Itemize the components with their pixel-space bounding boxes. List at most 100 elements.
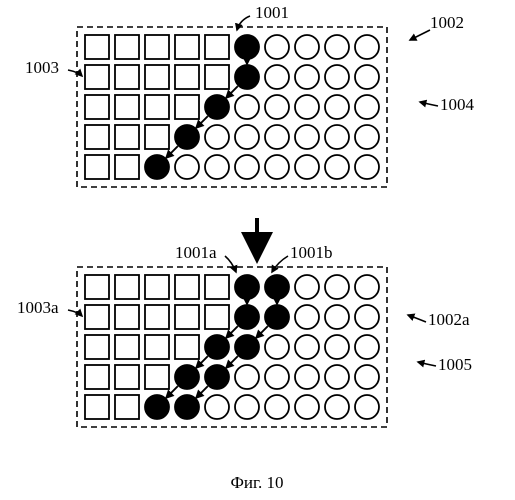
grid-square xyxy=(115,395,139,419)
label-1005: 1005 xyxy=(438,355,472,374)
grid-square xyxy=(175,275,199,299)
grid-circle-open xyxy=(265,95,289,119)
figure-caption: Фиг. 10 xyxy=(230,473,283,492)
grid-circle-open xyxy=(235,155,259,179)
grid-square xyxy=(145,365,169,389)
grid-square xyxy=(205,305,229,329)
grid-square xyxy=(115,155,139,179)
label-1001: 1001 xyxy=(255,3,289,22)
grid-circle-open xyxy=(235,365,259,389)
grid-circle-open xyxy=(295,35,319,59)
grid-square xyxy=(175,65,199,89)
grid-circle-open xyxy=(325,395,349,419)
grid-square xyxy=(145,335,169,359)
grid-circle-open xyxy=(355,335,379,359)
grid-circle-open xyxy=(265,35,289,59)
grid-circle-open xyxy=(355,125,379,149)
label-1004: 1004 xyxy=(440,95,475,114)
label-1001b: 1001b xyxy=(290,243,333,262)
grid-circle-open xyxy=(205,155,229,179)
grid-circle-open xyxy=(325,65,349,89)
grid-circle-open xyxy=(355,305,379,329)
grid-circle-open xyxy=(265,125,289,149)
grid-circle-open xyxy=(325,125,349,149)
grid-circle-open xyxy=(205,125,229,149)
grid-square xyxy=(115,35,139,59)
grid-square xyxy=(205,275,229,299)
grid-circle-open xyxy=(325,365,349,389)
grid-circle-open xyxy=(295,275,319,299)
grid-circle-filled xyxy=(235,305,259,329)
label-1003a: 1003a xyxy=(17,298,59,317)
grid-square xyxy=(205,35,229,59)
grid-square xyxy=(175,95,199,119)
grid-square xyxy=(145,275,169,299)
grid-circle-open xyxy=(295,395,319,419)
grid-circle-open xyxy=(325,275,349,299)
grid-circle-filled xyxy=(175,395,199,419)
grid-circle-filled xyxy=(175,365,199,389)
grid-circle-open xyxy=(295,155,319,179)
flow-arrow xyxy=(256,326,268,338)
grid-circle-filled xyxy=(235,65,259,89)
grid-square xyxy=(145,125,169,149)
grid-square xyxy=(85,65,109,89)
grid-square xyxy=(145,95,169,119)
grid-square xyxy=(115,125,139,149)
grid-circle-open xyxy=(265,365,289,389)
grid-circle-open xyxy=(325,155,349,179)
grid-square xyxy=(85,35,109,59)
top-panel xyxy=(77,27,387,187)
grid-circle-open xyxy=(325,35,349,59)
grid-square xyxy=(85,395,109,419)
grid-circle-open xyxy=(235,125,259,149)
grid-square xyxy=(115,335,139,359)
grid-square xyxy=(85,365,109,389)
grid-square xyxy=(85,305,109,329)
label-1003: 1003 xyxy=(25,58,59,77)
grid-square xyxy=(145,305,169,329)
grid-circle-open xyxy=(295,335,319,359)
grid-square xyxy=(85,155,109,179)
grid-circle-open xyxy=(265,335,289,359)
grid-circle-open xyxy=(355,365,379,389)
figure-diagram: 1001 1002 1003 1004 1001a 1001b 1003a 10… xyxy=(0,0,515,500)
label-1002a: 1002a xyxy=(428,310,470,329)
grid-circle-filled xyxy=(235,275,259,299)
grid-circle-open xyxy=(205,395,229,419)
grid-circle-filled xyxy=(265,305,289,329)
grid-circle-filled xyxy=(205,365,229,389)
grid-circle-open xyxy=(355,35,379,59)
grid-circle-open xyxy=(265,65,289,89)
grid-circle-filled xyxy=(175,125,199,149)
grid-square xyxy=(115,305,139,329)
grid-square xyxy=(85,95,109,119)
grid-circle-open xyxy=(355,65,379,89)
grid-square xyxy=(205,65,229,89)
grid-square xyxy=(145,35,169,59)
grid-circle-open xyxy=(295,65,319,89)
grid-circle-open xyxy=(355,155,379,179)
grid-circle-filled xyxy=(145,155,169,179)
grid-square xyxy=(115,365,139,389)
grid-circle-open xyxy=(295,95,319,119)
label-1001a: 1001a xyxy=(175,243,217,262)
flow-arrow xyxy=(196,386,208,398)
flow-arrow xyxy=(226,356,238,368)
grid-circle-open xyxy=(175,155,199,179)
grid-circle-filled xyxy=(235,335,259,359)
grid-circle-open xyxy=(295,365,319,389)
grid-circle-open xyxy=(295,125,319,149)
grid-circle-open xyxy=(265,395,289,419)
grid-circle-filled xyxy=(145,395,169,419)
grid-circle-open xyxy=(265,155,289,179)
grid-square xyxy=(85,335,109,359)
grid-circle-open xyxy=(355,95,379,119)
grid-circle-open xyxy=(325,95,349,119)
grid-circle-open xyxy=(235,395,259,419)
grid-circle-open xyxy=(355,395,379,419)
grid-circle-filled xyxy=(205,335,229,359)
grid-circle-filled xyxy=(205,95,229,119)
grid-square xyxy=(175,335,199,359)
grid-square xyxy=(85,275,109,299)
